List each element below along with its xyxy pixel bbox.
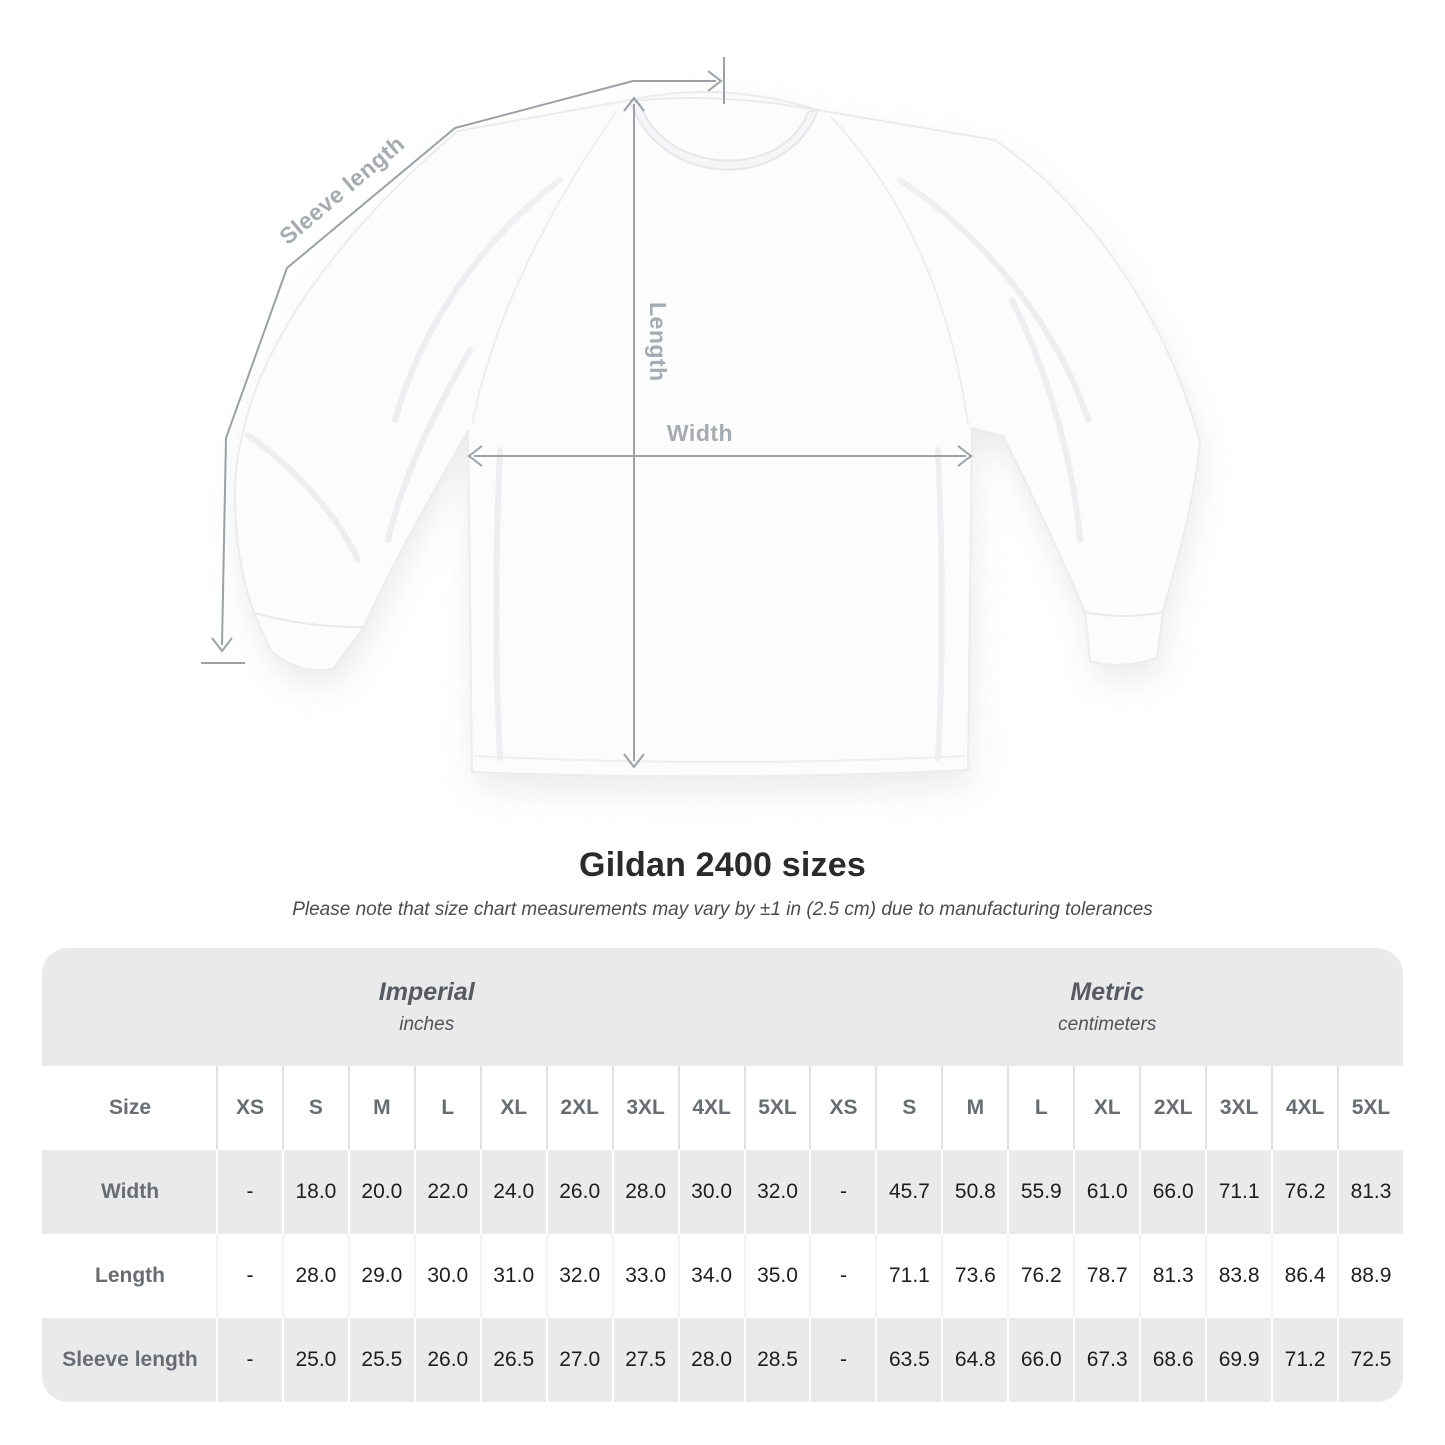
size-table: Imperial inches Metric centimeters Size XS S M L… bbox=[42, 948, 1403, 1402]
length-measure-line bbox=[623, 96, 645, 769]
col-header: 4XL bbox=[1271, 1066, 1338, 1150]
table-cell: - bbox=[216, 1318, 282, 1402]
table-cell: 24.0 bbox=[479, 1150, 546, 1234]
table-cell: 30.0 bbox=[413, 1234, 480, 1318]
table-cell: 73.6 bbox=[941, 1234, 1008, 1318]
table-cell: 76.2 bbox=[1007, 1234, 1074, 1318]
unit-group-unit: centimeters bbox=[1058, 1014, 1157, 1035]
col-header: M bbox=[941, 1066, 1008, 1150]
col-header: 2XL bbox=[1139, 1066, 1206, 1150]
table-cell: 28.0 bbox=[281, 1234, 348, 1318]
col-header: S bbox=[281, 1066, 348, 1150]
unit-group-unit: inches bbox=[399, 1014, 455, 1035]
table-cell: 61.0 bbox=[1073, 1150, 1140, 1234]
heading: Gildan 2400 sizes Please note that size … bbox=[0, 846, 1445, 921]
col-header: 5XL bbox=[743, 1066, 810, 1150]
table-cell: 27.0 bbox=[545, 1318, 612, 1402]
col-header: 3XL bbox=[1205, 1066, 1272, 1150]
col-header: XS bbox=[809, 1066, 876, 1150]
table-cell: 32.0 bbox=[545, 1234, 612, 1318]
table-cell: 31.0 bbox=[479, 1234, 546, 1318]
table-cell: 71.1 bbox=[1205, 1150, 1272, 1234]
table-cell: 27.5 bbox=[611, 1318, 678, 1402]
table-cell: 78.7 bbox=[1073, 1234, 1140, 1318]
table-cell: 64.8 bbox=[941, 1318, 1008, 1402]
size-note: Please note that size chart measurements… bbox=[292, 899, 1153, 920]
table-cell: 55.9 bbox=[1007, 1150, 1074, 1234]
table-cell: 71.1 bbox=[875, 1234, 942, 1318]
table-cell: - bbox=[809, 1150, 876, 1234]
shirt-illustration bbox=[234, 91, 1202, 778]
col-header: 3XL bbox=[611, 1066, 678, 1150]
table-cell: 67.3 bbox=[1073, 1318, 1140, 1402]
table-cell: 20.0 bbox=[347, 1150, 414, 1234]
table-cell: 63.5 bbox=[875, 1318, 942, 1402]
unit-group-name: Imperial bbox=[378, 978, 475, 1006]
length-label: Length bbox=[645, 302, 671, 382]
table-cell: 66.0 bbox=[1139, 1150, 1206, 1234]
table-cell: 72.5 bbox=[1337, 1318, 1403, 1402]
shirt-diagram: Sleeve length Length Width bbox=[201, 57, 1203, 793]
sleeve-length-measure-line bbox=[201, 57, 725, 664]
table-cell: 26.0 bbox=[413, 1318, 480, 1402]
width-measure-line bbox=[467, 445, 973, 467]
unit-group-metric: Metric centimeters bbox=[809, 948, 1403, 1066]
unit-group-name: Metric bbox=[1070, 978, 1145, 1006]
table-cell: 32.0 bbox=[743, 1150, 810, 1234]
collar bbox=[628, 98, 820, 171]
table-cell: 26.0 bbox=[545, 1150, 612, 1234]
table-cell: 29.0 bbox=[347, 1234, 414, 1318]
table-cell: 81.3 bbox=[1139, 1234, 1206, 1318]
table-cell: 33.0 bbox=[611, 1234, 678, 1318]
table-cell: - bbox=[809, 1234, 876, 1318]
col-header: M bbox=[347, 1066, 414, 1150]
table-cell: 69.9 bbox=[1205, 1318, 1272, 1402]
table-cell: - bbox=[809, 1318, 876, 1402]
col-header: 5XL bbox=[1337, 1066, 1403, 1150]
col-header: XL bbox=[1073, 1066, 1140, 1150]
table-cell: 22.0 bbox=[413, 1150, 480, 1234]
table-cell: 50.8 bbox=[941, 1150, 1008, 1234]
table-cell: - bbox=[216, 1150, 282, 1234]
row-label: Width bbox=[42, 1150, 216, 1234]
table-cell: - bbox=[216, 1234, 282, 1318]
col-header: XS bbox=[216, 1066, 282, 1150]
col-header: 2XL bbox=[545, 1066, 612, 1150]
table-cell: 76.2 bbox=[1271, 1150, 1338, 1234]
width-label: Width bbox=[667, 420, 733, 446]
table-cell: 35.0 bbox=[743, 1234, 810, 1318]
table-cell: 45.7 bbox=[875, 1150, 942, 1234]
row-label: Length bbox=[42, 1234, 216, 1318]
table-cell: 26.5 bbox=[479, 1318, 546, 1402]
table-cell: 28.0 bbox=[611, 1150, 678, 1234]
col-header: 4XL bbox=[677, 1066, 744, 1150]
col-header: S bbox=[875, 1066, 942, 1150]
table-cell: 30.0 bbox=[677, 1150, 744, 1234]
col-header: XL bbox=[479, 1066, 546, 1150]
table-cell: 71.2 bbox=[1271, 1318, 1338, 1402]
table-cell: 68.6 bbox=[1139, 1318, 1206, 1402]
col-header-size: Size bbox=[42, 1066, 216, 1150]
table-cell: 34.0 bbox=[677, 1234, 744, 1318]
unit-group-imperial: Imperial inches bbox=[42, 948, 810, 1066]
table-cell: 25.5 bbox=[347, 1318, 414, 1402]
table-cell: 25.0 bbox=[281, 1318, 348, 1402]
table-cell: 28.0 bbox=[677, 1318, 744, 1402]
table-cell: 81.3 bbox=[1337, 1150, 1403, 1234]
col-header: L bbox=[1007, 1066, 1074, 1150]
col-header: L bbox=[413, 1066, 480, 1150]
row-label: Sleeve length bbox=[42, 1318, 216, 1402]
table-cell: 88.9 bbox=[1337, 1234, 1403, 1318]
page-title: Gildan 2400 sizes bbox=[579, 846, 866, 884]
table-cell: 83.8 bbox=[1205, 1234, 1272, 1318]
table-cell: 86.4 bbox=[1271, 1234, 1338, 1318]
table-cell: 28.5 bbox=[743, 1318, 810, 1402]
table-cell: 66.0 bbox=[1007, 1318, 1074, 1402]
table-cell: 18.0 bbox=[281, 1150, 348, 1234]
